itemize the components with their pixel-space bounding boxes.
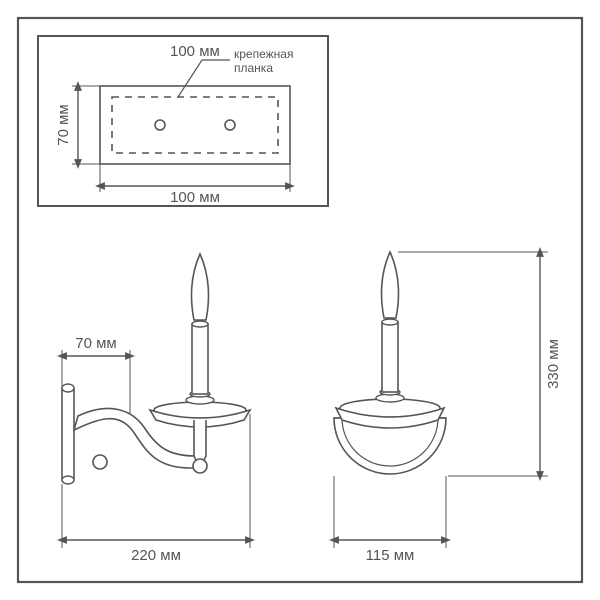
front-width-dim: 115 мм [366, 547, 415, 564]
side-depth-dim: 70 мм [75, 335, 116, 352]
front-view: 115 мм [334, 252, 446, 564]
plate-top-dim: 100 мм [170, 43, 220, 60]
front-height-dim: 330 мм [545, 339, 562, 389]
tech-drawing: 100 мм крепежная планка 70 мм 100 мм 70 … [0, 0, 600, 600]
side-width-dim: 220 мм [131, 547, 181, 564]
plate-height-dim: 70 мм [55, 104, 72, 145]
outer-frame [18, 18, 582, 582]
plate-width-dim: 100 мм [170, 189, 220, 206]
plate-diagram: 100 мм крепежная планка 70 мм 100 мм [38, 36, 328, 206]
plate-label-1: крепежная [234, 47, 293, 61]
side-view: 70 мм 220 мм [62, 254, 250, 564]
plate-label-2: планка [234, 61, 273, 75]
